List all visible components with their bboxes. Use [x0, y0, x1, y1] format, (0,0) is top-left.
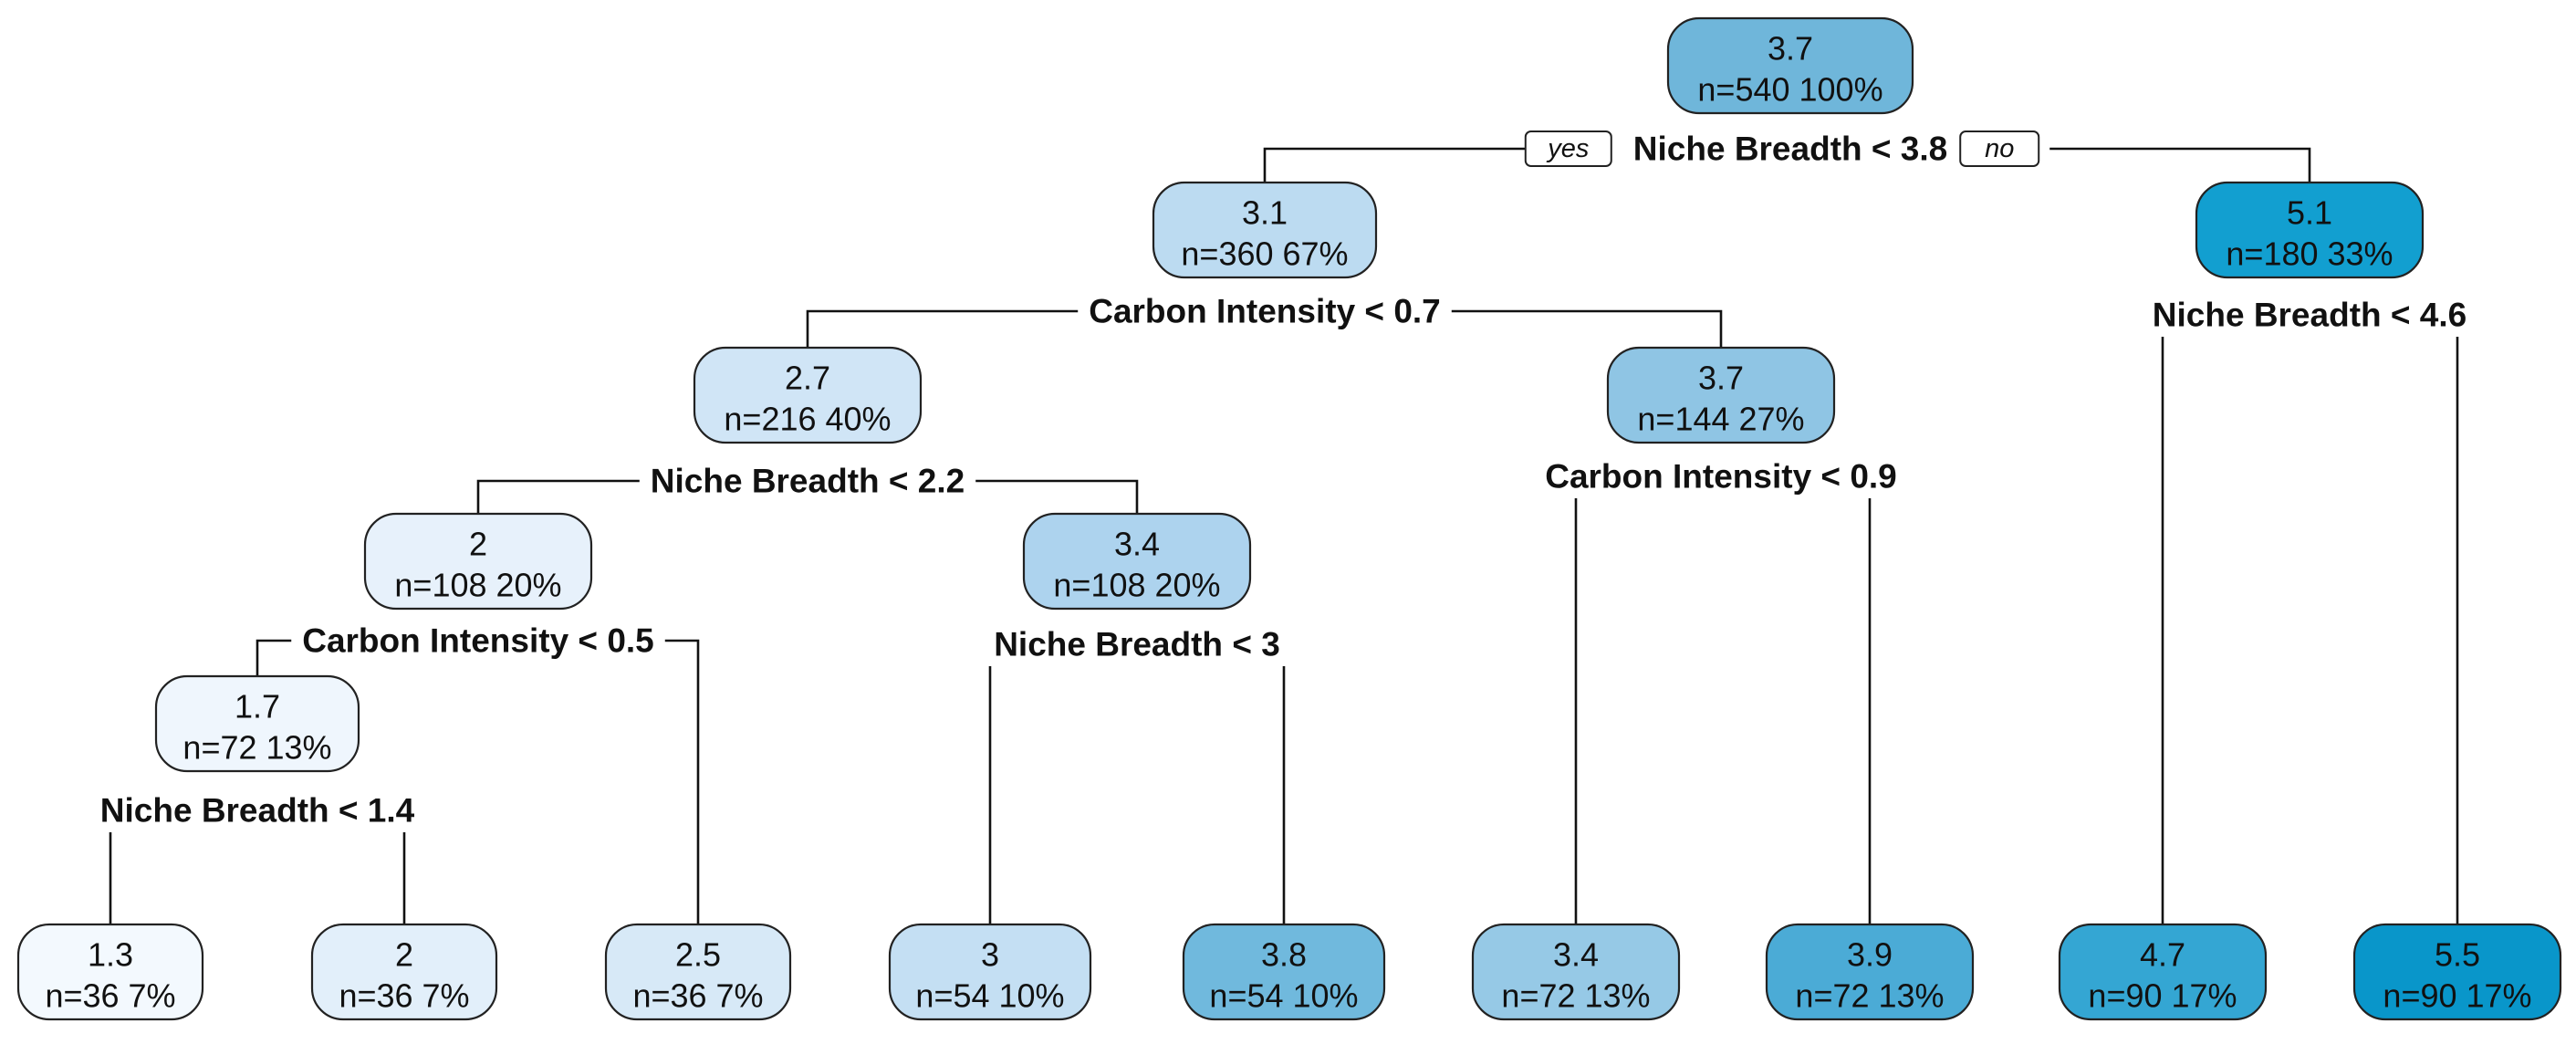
node-count: n=216 40%: [724, 401, 891, 438]
node-value: 3.9: [1847, 936, 1893, 974]
node-count: n=180 33%: [2226, 235, 2393, 273]
tree-edge: [806, 309, 1723, 348]
node-box: [363, 512, 593, 611]
node-value: 2: [395, 936, 413, 974]
node-box: [1022, 512, 1252, 611]
node-count: n=72 13%: [1795, 977, 1944, 1015]
tree-edge: [109, 832, 406, 924]
leaf-node: 3.4n=72 13%: [1471, 923, 1681, 1021]
node-box: [2352, 923, 2562, 1021]
split-labels: Niche Breadth < 3.8 Carbon Intensity < 0.…: [100, 130, 2466, 830]
node-box: [2058, 923, 2268, 1021]
leaf-node: 3.8n=54 10%: [1182, 923, 1386, 1021]
node-value: 3.8: [1261, 936, 1307, 974]
node-box: [154, 674, 360, 773]
node-box: [888, 923, 1092, 1021]
node-count: n=72 13%: [183, 729, 331, 767]
tree-edge: [1263, 147, 2311, 183]
node-value: 2.7: [785, 360, 830, 397]
node-box: [1666, 16, 1914, 115]
node-count: n=540 100%: [1697, 71, 1882, 109]
tree-edge: [988, 666, 1286, 924]
tree-nodes: 3.7n=540 100%3.1n=360 67%5.1n=180 33%2.7…: [16, 16, 2562, 1021]
node-count: n=360 67%: [1181, 235, 1348, 273]
tree-edge: [1574, 498, 1872, 924]
split-node: 3.7 n=144 27%: [1606, 346, 1836, 444]
node-value: 3.4: [1114, 526, 1160, 563]
node-count: n=36 7%: [339, 977, 469, 1015]
split-label: Niche Breadth < 4.6: [2153, 297, 2466, 334]
split-node: 3.7n=540 100%: [1666, 16, 1914, 115]
node-count: n=54 10%: [915, 977, 1064, 1015]
split-label: Niche Breadth < 2.2: [651, 463, 965, 500]
node-box: [1182, 923, 1386, 1021]
node-value: 3.1: [1242, 194, 1288, 232]
node-count: n=54 10%: [1209, 977, 1358, 1015]
node-count: n=108 20%: [1053, 567, 1220, 604]
split-label: Carbon Intensity < 0.9: [1545, 458, 1897, 496]
split-node: 5.1n=180 33%: [2195, 181, 2425, 279]
leaf-node: 2.5n=36 7%: [604, 923, 792, 1021]
split-node: 3.1n=360 67%: [1152, 181, 1378, 279]
leaf-node: 3n=54 10%: [888, 923, 1092, 1021]
branch-tags: yes no: [1524, 130, 2040, 167]
split-node: 1.7n=72 13%: [154, 674, 360, 773]
tree-edge: [476, 479, 1139, 514]
leaf-node: 1.3n=36 7%: [16, 923, 204, 1021]
node-box: [1606, 346, 1836, 444]
node-value: 5.1: [2287, 194, 2332, 232]
split-label: Niche Breadth < 3: [994, 626, 1280, 663]
node-box: [693, 346, 923, 444]
node-value: 3.7: [1768, 30, 1813, 68]
no-tag-box: [1959, 130, 2040, 167]
node-value: 5.5: [2435, 936, 2480, 974]
node-box: [1152, 181, 1378, 279]
yes-tag-box: [1524, 130, 1612, 167]
no-tag-label: no: [1985, 134, 2014, 163]
node-box: [1765, 923, 1975, 1021]
node-count: n=72 13%: [1501, 977, 1650, 1015]
node-value: 4.7: [2140, 936, 2185, 974]
node-value: 3: [981, 936, 999, 974]
node-value: 2.5: [675, 936, 721, 974]
leaf-node: 2n=36 7%: [310, 923, 498, 1021]
node-count: n=90 17%: [2088, 977, 2237, 1015]
node-count: n=108 20%: [394, 567, 561, 604]
node-box: [310, 923, 498, 1021]
leaf-node: 4.7n=90 17%: [2058, 923, 2268, 1021]
node-box: [604, 923, 792, 1021]
split-label: Carbon Intensity < 0.5: [302, 622, 654, 660]
node-count: n=90 17%: [2383, 977, 2531, 1015]
tree-edge: [2161, 337, 2459, 924]
tree-edges: [109, 147, 2459, 924]
split-label: Niche Breadth < 1.4: [100, 792, 415, 830]
node-box: [2195, 181, 2425, 279]
split-node: 2 n=108 20%: [363, 512, 593, 611]
node-count: n=36 7%: [45, 977, 175, 1015]
yes-tag-label: yes: [1546, 134, 1589, 163]
node-value: 1.7: [235, 688, 280, 726]
node-value: 3.7: [1698, 360, 1744, 397]
tree-edge: [256, 639, 700, 924]
node-box: [16, 923, 204, 1021]
node-value: 3.4: [1553, 936, 1599, 974]
split-label: Carbon Intensity < 0.7: [1089, 293, 1441, 330]
node-value: 1.3: [88, 936, 133, 974]
leaf-node: 3.9n=72 13%: [1765, 923, 1975, 1021]
split-node: 2.7 n=216 40%: [693, 346, 923, 444]
leaf-node: 5.5n=90 17%: [2352, 923, 2562, 1021]
split-label: Niche Breadth < 3.8: [1633, 130, 1947, 168]
node-count: n=144 27%: [1637, 401, 1804, 438]
split-node: 3.4 n=108 20%: [1022, 512, 1252, 611]
node-count: n=36 7%: [632, 977, 763, 1015]
node-value: 2: [469, 526, 487, 563]
node-box: [1471, 923, 1681, 1021]
